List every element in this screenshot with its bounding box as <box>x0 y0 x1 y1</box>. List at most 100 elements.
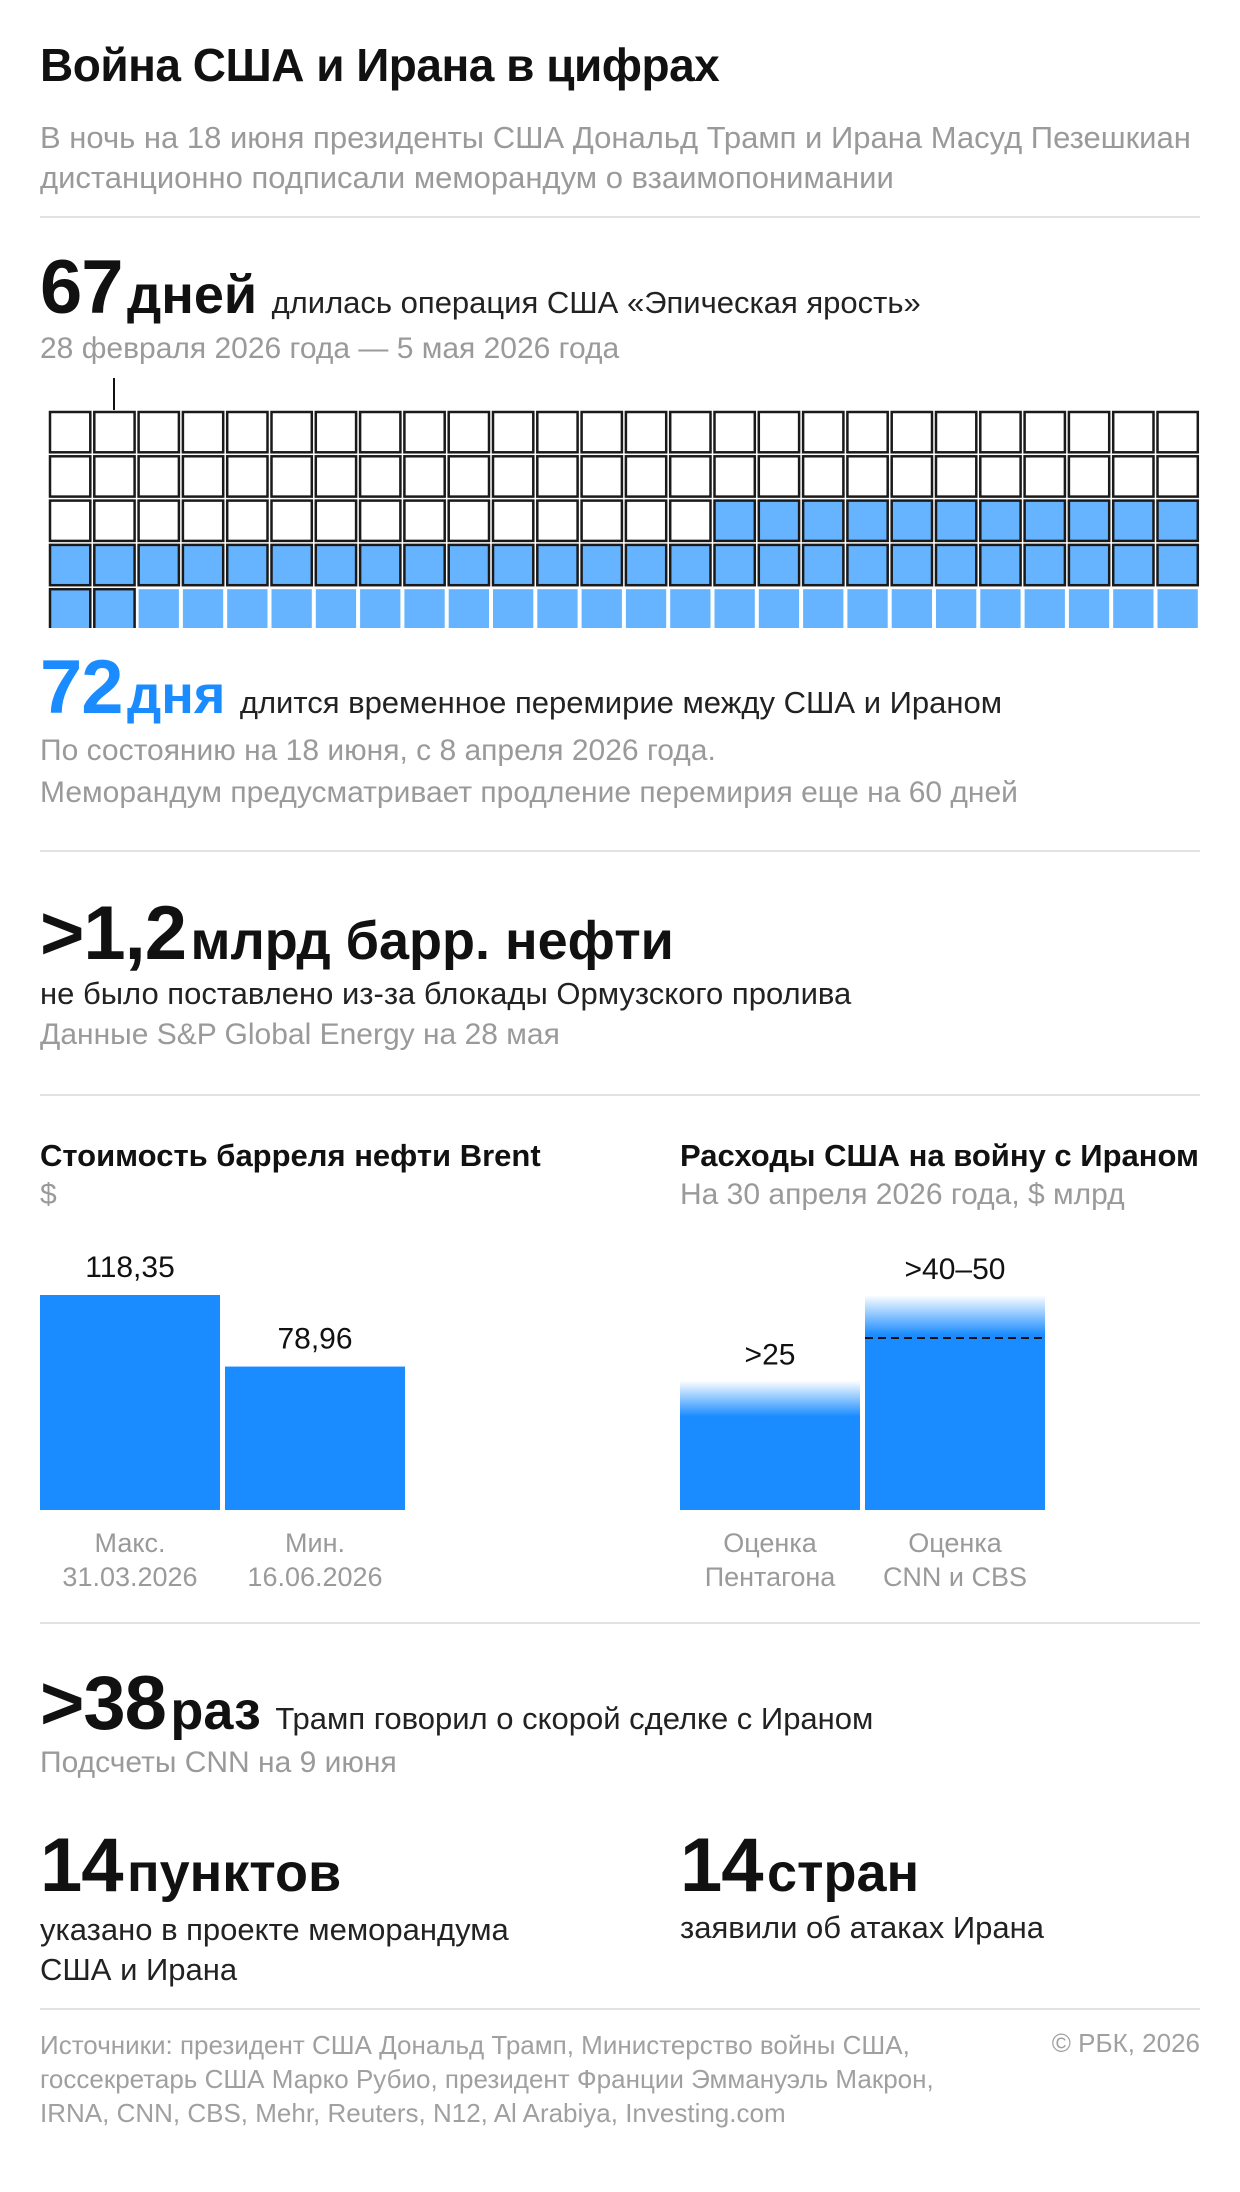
waffle-cell-ceasefire <box>537 589 578 628</box>
waffle-cell-ceasefire <box>1113 589 1154 628</box>
ceasefire-unit: дня <box>127 665 226 725</box>
waffle-cell-operation_and_ceasefire <box>93 543 136 587</box>
waffle-cell-empty <box>846 410 889 454</box>
waffle-cell-ceasefire <box>714 589 755 628</box>
waffle-cell-ceasefire <box>271 589 312 628</box>
waffle-cell-empty <box>934 410 978 454</box>
points-text: указано в проекте меморандума США и Иран… <box>40 1910 509 1990</box>
operation-text: длилась операция США «Эпическая ярость» <box>271 285 921 320</box>
ceasefire-text: длится временное перемирие между США и И… <box>239 685 1003 720</box>
ceasefire-note-2: Меморандум предусматривает продление пер… <box>40 776 1018 809</box>
ceasefire-number: 72 <box>40 645 124 730</box>
waffle-cell-empty <box>580 455 624 498</box>
oil-text: не было поставлено из-за блокады Ормузск… <box>40 976 852 1011</box>
countries-number: 14 <box>680 1823 764 1908</box>
waffle-cell-operation_and_ceasefire <box>270 543 314 587</box>
countries-unit: стран <box>767 1843 920 1903</box>
waffle-cell-operation_and_ceasefire <box>314 543 358 587</box>
waffle-cell-empty <box>48 410 92 454</box>
waffle-cell-operation <box>1067 455 1111 498</box>
category-label: Оценка <box>723 1528 817 1558</box>
oil-unit: млрд барр. нефти <box>190 911 674 971</box>
waffle-cell-operation_and_ceasefire <box>580 543 624 587</box>
waffle-cell-operation <box>801 455 845 498</box>
category-label: 31.03.2026 <box>62 1562 197 1590</box>
bar <box>40 1295 220 1510</box>
waffle-cell-operation <box>270 499 314 543</box>
days-waffle-chart <box>48 410 1200 628</box>
waffle-cell-operation_and_ceasefire <box>536 543 579 587</box>
waffle-cell-empty <box>979 410 1022 454</box>
waffle-cell-ceasefire <box>936 589 977 628</box>
waffle-cell-operation_and_ceasefire <box>137 543 181 587</box>
waffle-cell-empty <box>1156 410 1200 454</box>
waffle-cell-operation <box>1023 455 1067 498</box>
waffle-cell-empty <box>713 410 757 454</box>
waffle-cell-operation <box>403 499 446 543</box>
sources-text: Источники: президент США Дональд Трамп, … <box>40 2030 934 2128</box>
trump-text: Трамп говорил о скорой сделке с Ираном <box>275 1701 874 1736</box>
waffle-cell-ceasefire <box>404 589 445 628</box>
waffle-cell-ceasefire <box>803 589 844 628</box>
trump-unit: раз <box>170 1681 261 1741</box>
waffle-cell-empty <box>48 455 92 498</box>
waffle-cell-operation_and_ceasefire <box>934 499 978 543</box>
category-label: CNN и CBS <box>883 1562 1027 1590</box>
waffle-cell-operation <box>536 499 579 543</box>
divider <box>40 850 1200 852</box>
waffle-cell-empty <box>270 410 314 454</box>
waffle-cell-operation_and_ceasefire <box>1023 543 1067 587</box>
waffle-cell-operation <box>624 455 668 498</box>
waffle-cell-empty <box>801 410 845 454</box>
waffle-cell-operation <box>713 455 757 498</box>
waffle-cell-empty <box>447 455 491 498</box>
waffle-cell-empty <box>181 410 225 454</box>
waffle-cell-ceasefire <box>227 589 268 628</box>
waffle-cell-operation_and_ceasefire <box>979 543 1022 587</box>
category-label: Пентагона <box>705 1562 837 1590</box>
waffle-cell-empty <box>403 410 446 454</box>
category-label: Макс. <box>95 1528 166 1558</box>
page-title: Война США и Ирана в цифрах <box>40 39 720 91</box>
waffle-cell-operation_and_ceasefire <box>713 543 757 587</box>
waffle-cell-operation <box>447 499 491 543</box>
countries-text: заявили об атаках Ирана <box>680 1910 1045 1945</box>
waffle-cell-ceasefire <box>315 589 357 628</box>
waffle-cell-empty <box>314 455 358 498</box>
waffle-cell-operation_and_ceasefire <box>668 543 712 587</box>
waffle-cell-operation <box>314 499 358 543</box>
waffle-cell-operation <box>93 499 136 543</box>
waffle-cell-empty <box>225 410 269 454</box>
waffle-cell-operation <box>979 455 1022 498</box>
waffle-cell-empty <box>890 410 934 454</box>
waffle-cell-ceasefire <box>1157 589 1198 628</box>
waffle-cell-operation <box>1111 455 1155 498</box>
waffle-cell-operation_and_ceasefire <box>890 499 934 543</box>
waffle-cell-empty <box>403 455 446 498</box>
bar-value-label: >40–50 <box>905 1253 1006 1286</box>
waffle-cell-empty <box>536 410 579 454</box>
bar <box>865 1335 1045 1510</box>
waffle-cell-operation_and_ceasefire <box>225 543 269 587</box>
waffle-cell-empty <box>1067 410 1111 454</box>
waffle-cell-empty <box>137 455 181 498</box>
waffle-cell-ceasefire <box>360 589 401 628</box>
waffle-cell-empty <box>491 410 535 454</box>
waffle-cell-ceasefire <box>493 589 534 628</box>
divider <box>40 2008 1200 2010</box>
waffle-cell-operation <box>846 455 889 498</box>
divider <box>40 216 1200 218</box>
waffle-cell-operation_and_ceasefire <box>1111 499 1155 543</box>
waffle-cell-ceasefire <box>1068 589 1110 628</box>
waffle-cell-operation_and_ceasefire <box>846 499 889 543</box>
oil-number: >1,2 <box>40 891 187 976</box>
operation-number: 67 <box>40 245 124 330</box>
waffle-cell-operation_and_ceasefire <box>934 543 978 587</box>
bar-fade <box>680 1380 860 1417</box>
waffle-cell-empty <box>1023 410 1067 454</box>
waffle-cell-empty <box>447 410 491 454</box>
bar-fade <box>865 1295 1045 1335</box>
divider <box>40 1094 1200 1096</box>
ceasefire-stat: 72 дня длится временное перемирие между … <box>40 650 1002 726</box>
waffle-cell-operation_and_ceasefire <box>846 543 889 587</box>
